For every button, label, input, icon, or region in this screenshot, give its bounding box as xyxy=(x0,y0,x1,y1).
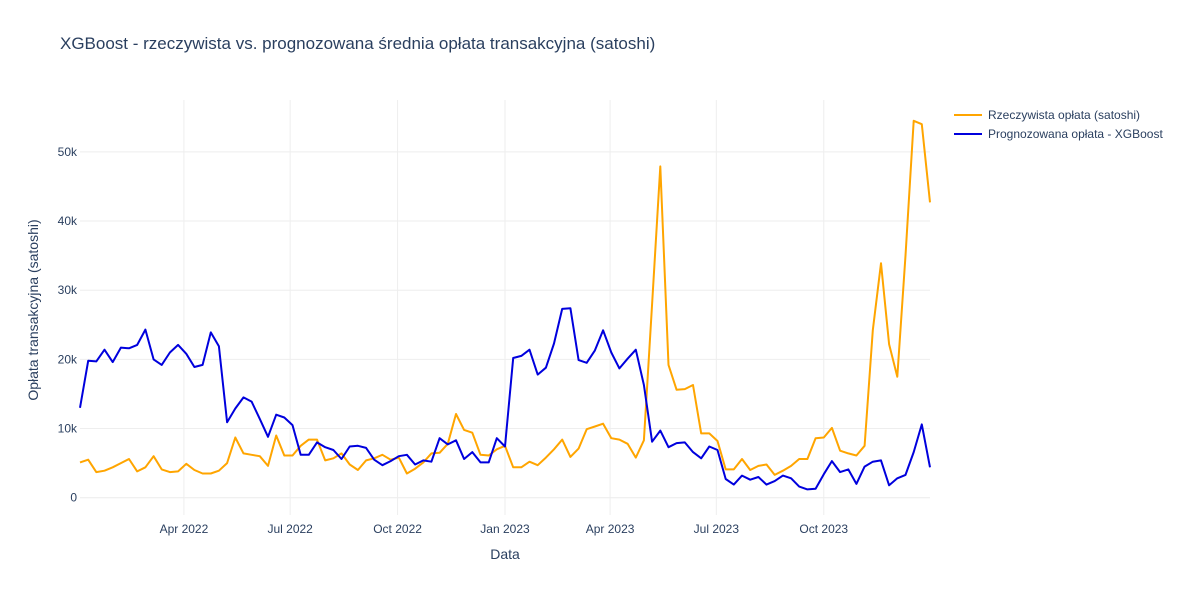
y-tick-label: 50k xyxy=(58,145,78,159)
legend-label: Rzeczywista opłata (satoshi) xyxy=(988,108,1140,122)
y-tick-label: 30k xyxy=(58,283,78,297)
grid-lines xyxy=(80,100,930,515)
legend-label: Prognozowana opłata - XGBoost xyxy=(988,127,1163,141)
x-tick-label: Jul 2023 xyxy=(694,522,740,536)
legend: Rzeczywista opłata (satoshi) Prognozowana… xyxy=(954,108,1163,141)
x-tick-label: Jul 2022 xyxy=(267,522,313,536)
chart-title: XGBoost - rzeczywista vs. prognozowana ś… xyxy=(60,34,656,53)
y-axis-title: Opłata transakcyjna (satoshi) xyxy=(25,219,41,400)
x-tick-label: Apr 2022 xyxy=(160,522,209,536)
y-tick-label: 0 xyxy=(70,491,77,505)
x-axis-ticks: Apr 2022 Jul 2022 Oct 2022 Jan 2023 Apr 2023… xyxy=(160,522,849,536)
y-tick-label: 40k xyxy=(58,214,78,228)
series-line-2 xyxy=(79,307,931,491)
x-axis-title: Data xyxy=(490,546,520,562)
x-tick-label: Oct 2023 xyxy=(799,522,848,536)
y-tick-label: 10k xyxy=(58,422,78,436)
y-axis-ticks: 0 10k 20k 30k 40k 50k xyxy=(58,145,78,505)
x-tick-label: Apr 2023 xyxy=(586,522,635,536)
y-tick-label: 20k xyxy=(58,352,78,366)
x-tick-label: Jan 2023 xyxy=(480,522,530,536)
x-tick-label: Oct 2022 xyxy=(373,522,422,536)
series-lines xyxy=(79,119,931,491)
